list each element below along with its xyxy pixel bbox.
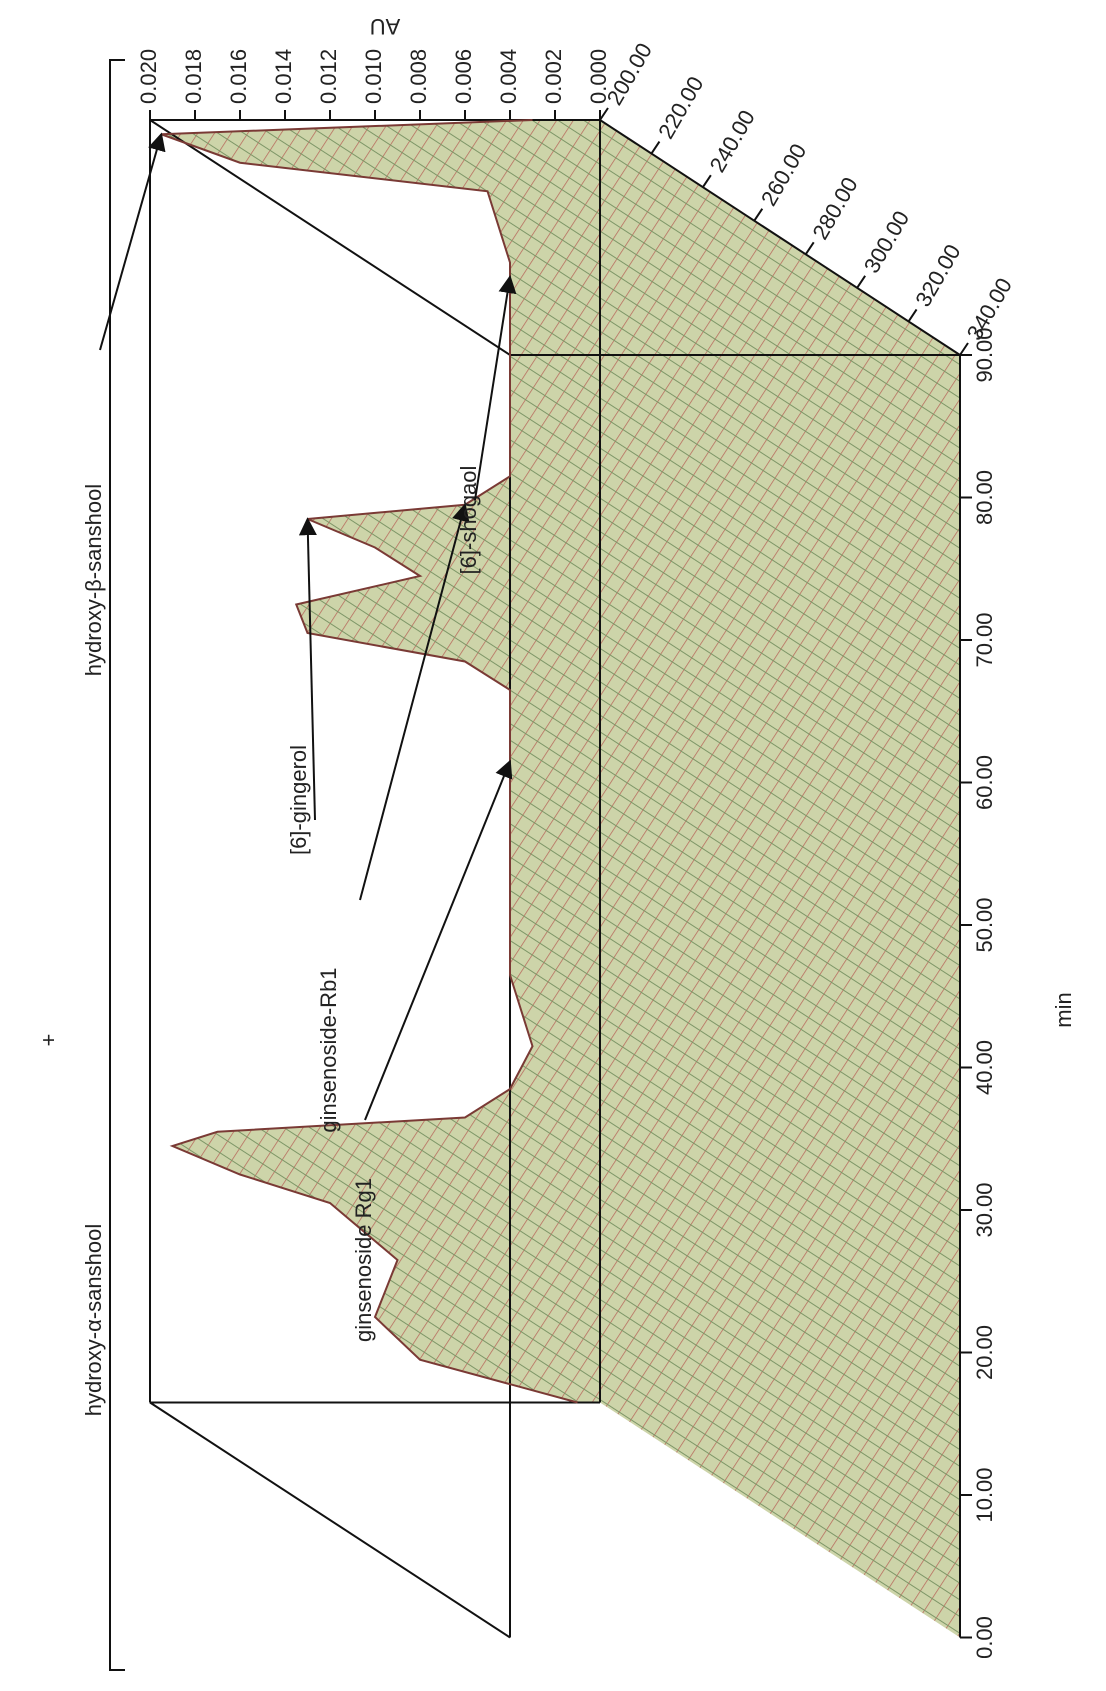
annotation-arrow bbox=[298, 517, 317, 821]
y-tick-label: 0.002 bbox=[541, 49, 566, 104]
z-tick bbox=[907, 308, 918, 322]
trace bbox=[160, 119, 578, 1404]
z-tick bbox=[856, 275, 866, 289]
x-tick-label: 90.00 bbox=[972, 327, 997, 382]
z-tick-label: 300.00 bbox=[859, 206, 914, 277]
x-axis-label: min bbox=[1051, 992, 1076, 1027]
z-tick bbox=[702, 174, 712, 188]
x-tick-label: 10.00 bbox=[972, 1467, 997, 1522]
y-tick-label: 0.014 bbox=[271, 49, 296, 104]
z-tick bbox=[959, 342, 969, 356]
y-axis-label: AU bbox=[370, 14, 401, 39]
z-tick-label: 320.00 bbox=[910, 240, 965, 311]
frame-edge bbox=[149, 119, 511, 356]
y-tick-label: 0.004 bbox=[496, 49, 521, 104]
annotation-arrow bbox=[99, 132, 166, 351]
x-tick-label: 0.00 bbox=[972, 1616, 997, 1659]
x-tick-label: 30.00 bbox=[972, 1182, 997, 1237]
y-tick-label: 0.018 bbox=[181, 49, 206, 104]
z-tick-label: 260.00 bbox=[756, 139, 811, 210]
z-tick bbox=[650, 141, 661, 155]
annotation: [6]-gingerol bbox=[286, 745, 311, 855]
z-tick-label: 240.00 bbox=[705, 106, 760, 177]
annotation: hydroxy-α-sanshool bbox=[81, 1224, 106, 1416]
y-tick-label: 0.020 bbox=[136, 49, 161, 104]
x-tick-label: 50.00 bbox=[972, 897, 997, 952]
z-tick bbox=[599, 107, 609, 121]
y-tick-label: 0.010 bbox=[361, 49, 386, 104]
plus-sign: + bbox=[36, 1034, 61, 1047]
annotation-arrow bbox=[359, 503, 470, 901]
y-tick-label: 0.008 bbox=[406, 49, 431, 104]
z-tick bbox=[804, 241, 815, 255]
annotation: ginsenoside Rg1 bbox=[351, 1178, 376, 1342]
annotation: hydroxy-β-sanshool bbox=[81, 484, 106, 676]
bracket bbox=[109, 59, 125, 1671]
annotation-arrow bbox=[474, 274, 517, 501]
z-tick-label: 280.00 bbox=[807, 173, 862, 244]
x-tick-label: 80.00 bbox=[972, 470, 997, 525]
frame-edge bbox=[149, 1401, 511, 1639]
x-tick-label: 20.00 bbox=[972, 1325, 997, 1380]
x-tick-label: 40.00 bbox=[972, 1040, 997, 1095]
x-tick-label: 60.00 bbox=[972, 755, 997, 810]
z-tick-label: 340.00 bbox=[962, 274, 1017, 345]
z-tick bbox=[753, 208, 764, 222]
annotation-arrow bbox=[364, 759, 513, 1121]
z-tick-label: 220.00 bbox=[653, 72, 708, 143]
y-tick-label: 0.012 bbox=[316, 49, 341, 104]
annotation: ginsenoside-Rb1 bbox=[316, 967, 341, 1132]
x-tick-label: 70.00 bbox=[972, 612, 997, 667]
y-tick-label: 0.006 bbox=[451, 49, 476, 104]
frame-edge bbox=[599, 119, 961, 356]
y-tick-label: 0.016 bbox=[226, 49, 251, 104]
surface bbox=[161, 120, 960, 1638]
y-tick-label: 0.000 bbox=[586, 49, 611, 104]
